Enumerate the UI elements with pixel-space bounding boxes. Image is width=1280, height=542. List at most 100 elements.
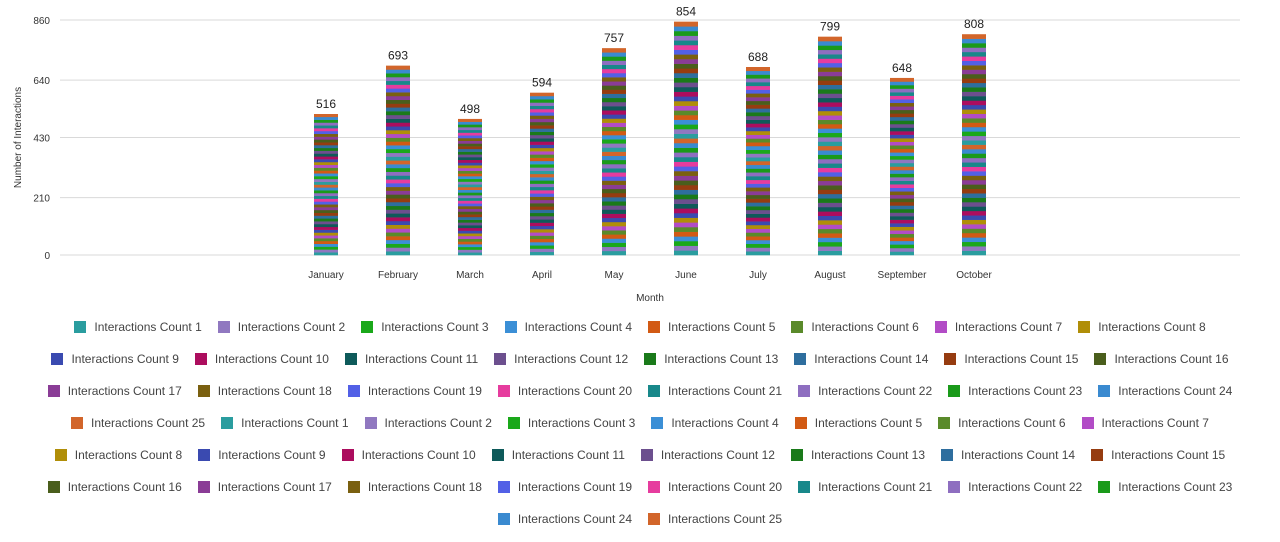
- legend-item[interactable]: Interactions Count 18: [347, 478, 482, 496]
- legend-item[interactable]: Interactions Count 6: [791, 318, 919, 336]
- bar-segment: [602, 250, 626, 256]
- data-label: 688: [748, 50, 768, 64]
- legend-item[interactable]: Interactions Count 2: [364, 414, 492, 432]
- bar-segment: [602, 217, 626, 223]
- legend-item[interactable]: Interactions Count 5: [794, 414, 923, 432]
- bar-segment: [314, 195, 338, 199]
- legend-item[interactable]: Interactions Count 9: [51, 350, 179, 368]
- legend-item[interactable]: Interactions Count 24: [497, 510, 632, 528]
- legend-item[interactable]: Interactions Count 3: [507, 414, 635, 432]
- legend-item[interactable]: Interactions Count 7: [934, 318, 1063, 336]
- bar-segment: [890, 205, 914, 210]
- legend-item[interactable]: Interactions Count 1: [221, 414, 349, 432]
- legend-item[interactable]: Interactions Count 22: [948, 478, 1082, 496]
- legend-item[interactable]: Interactions Count 4: [651, 414, 779, 432]
- legend-item[interactable]: Interactions Count 18: [197, 382, 332, 400]
- bar-segment: [818, 62, 842, 68]
- legend-item[interactable]: Interactions Count 23: [948, 382, 1082, 400]
- legend-swatch: [790, 449, 803, 461]
- legend-item[interactable]: Interactions Count 8: [1078, 318, 1206, 336]
- legend-label: Interactions Count 25: [91, 416, 206, 430]
- bar-segment: [386, 141, 410, 146]
- legend-item[interactable]: Interactions Count 23: [1098, 478, 1232, 496]
- legend-item[interactable]: Interactions Count 7: [1081, 414, 1209, 432]
- bar-segment: [458, 219, 482, 223]
- legend-item[interactable]: Interactions Count 14: [941, 446, 1075, 464]
- legend-item[interactable]: Interactions Count 16: [1094, 350, 1229, 368]
- legend-item[interactable]: Interactions Count 15: [944, 350, 1078, 368]
- legend-item[interactable]: Interactions Count 13: [790, 446, 925, 464]
- legend-item[interactable]: Interactions Count 6: [938, 414, 1066, 432]
- bar-segment: [674, 240, 698, 246]
- bar-segment: [746, 74, 770, 79]
- bar-segment: [962, 162, 986, 167]
- bar-segment: [890, 201, 914, 206]
- legend-swatch: [640, 449, 653, 461]
- legend-item[interactable]: Interactions Count 25: [648, 510, 782, 528]
- legend-label: Interactions Count 5: [814, 416, 923, 430]
- legend-item[interactable]: Interactions Count 15: [1091, 446, 1225, 464]
- legend-item[interactable]: Interactions Count 12: [640, 446, 775, 464]
- legend-item[interactable]: Interactions Count 11: [491, 446, 625, 464]
- bar-segment: [890, 223, 914, 227]
- legend-item[interactable]: Interactions Count 17: [197, 478, 332, 496]
- legend-label: Interactions Count 20: [668, 480, 783, 494]
- bar-segment: [674, 68, 698, 74]
- legend-item[interactable]: Interactions Count 5: [648, 318, 775, 336]
- bar-segment: [602, 234, 626, 239]
- legend-item[interactable]: Interactions Count 17: [47, 382, 182, 400]
- legend-item[interactable]: Interactions Count 13: [644, 350, 778, 368]
- legend-item[interactable]: Interactions Count 21: [798, 478, 932, 496]
- legend-swatch: [941, 449, 954, 461]
- bar-segment: [386, 156, 410, 161]
- bar-segment: [962, 202, 986, 207]
- bar-segment: [674, 198, 698, 204]
- legend-item[interactable]: Interactions Count 10: [194, 350, 329, 368]
- bar-segment: [602, 81, 626, 86]
- legend-item[interactable]: Interactions Count 8: [54, 446, 182, 464]
- legend-item[interactable]: Interactions Count 3: [361, 318, 489, 336]
- legend-item[interactable]: Interactions Count 25: [71, 414, 205, 432]
- legend-item[interactable]: Interactions Count 22: [798, 382, 932, 400]
- bar-segment: [530, 170, 554, 175]
- legend-item[interactable]: Interactions Count 10: [341, 446, 476, 464]
- legend-item[interactable]: Interactions Count 24: [1098, 382, 1232, 400]
- legend-item[interactable]: Interactions Count 4: [504, 318, 632, 336]
- bar-segment: [674, 236, 698, 242]
- bar-segment: [530, 157, 554, 162]
- legend-swatch: [1081, 417, 1094, 429]
- legend-item[interactable]: Interactions Count 2: [217, 318, 345, 336]
- legend-item[interactable]: Interactions Count 19: [347, 382, 482, 400]
- bar-segment: [890, 244, 914, 249]
- bar-segment: [458, 241, 482, 245]
- legend-item[interactable]: Interactions Count 12: [494, 350, 628, 368]
- bar-segment: [602, 238, 626, 243]
- bar-segment: [674, 166, 698, 172]
- bar-segment: [674, 175, 698, 181]
- legend-item[interactable]: Interactions Count 20: [497, 382, 632, 400]
- bar-segment: [962, 78, 986, 84]
- legend-item[interactable]: Interactions Count 16: [47, 478, 182, 496]
- legend-item[interactable]: Interactions Count 14: [794, 350, 928, 368]
- bar-segment: [746, 221, 770, 226]
- bar-segment: [314, 130, 338, 135]
- bar-segment: [530, 108, 554, 113]
- bar-segment: [890, 123, 914, 128]
- bar-segment: [602, 122, 626, 128]
- legend-label: Interactions Count 7: [954, 320, 1063, 334]
- bar-segment: [386, 92, 410, 97]
- legend-item[interactable]: Interactions Count 21: [648, 382, 782, 400]
- legend-item[interactable]: Interactions Count 19: [497, 478, 632, 496]
- legend-item[interactable]: Interactions Count 9: [198, 446, 326, 464]
- bar-segment: [962, 197, 986, 203]
- bar-segment: [818, 45, 842, 51]
- bar-segment: [458, 162, 482, 166]
- bar-segment: [530, 190, 554, 194]
- legend-item[interactable]: Interactions Count 1: [74, 318, 202, 336]
- legend-swatch: [221, 417, 234, 429]
- legend-item[interactable]: Interactions Count 11: [344, 350, 478, 368]
- bar-segment: [314, 252, 338, 256]
- legend-item[interactable]: Interactions Count 20: [648, 478, 782, 496]
- legend-swatch: [651, 417, 664, 429]
